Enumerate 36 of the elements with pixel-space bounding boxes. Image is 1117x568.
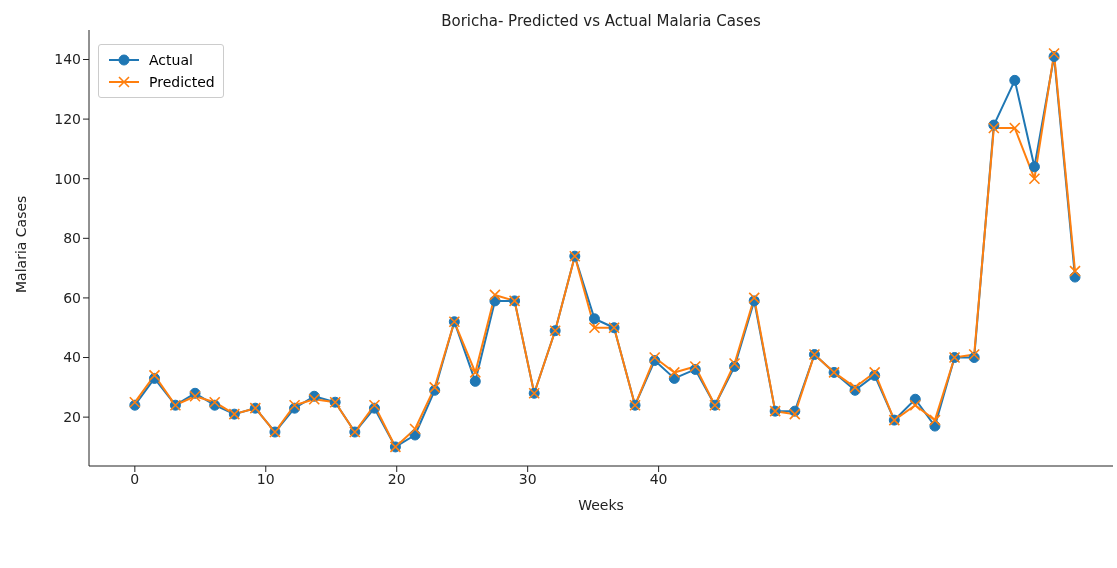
point xyxy=(588,313,600,325)
point xyxy=(909,399,922,411)
y-axis-title: Malaria Cases xyxy=(12,195,29,293)
point xyxy=(1009,74,1021,86)
point xyxy=(1008,122,1021,134)
x-tick-label: 40 xyxy=(649,470,668,487)
y-tick-label: 100 xyxy=(54,170,81,187)
point xyxy=(469,375,481,387)
y-tick-label: 40 xyxy=(63,349,81,366)
x-tick-label: 20 xyxy=(387,470,406,487)
point xyxy=(668,366,681,379)
y-tick-label: 80 xyxy=(63,230,81,247)
point xyxy=(189,390,201,403)
y-tick-label: 60 xyxy=(63,289,81,306)
point xyxy=(1028,161,1040,173)
point xyxy=(409,423,421,435)
legend-label: Predicted xyxy=(149,74,215,90)
point xyxy=(469,366,482,379)
point xyxy=(308,393,321,406)
point xyxy=(1069,265,1081,277)
point xyxy=(489,289,501,301)
y-tick-label: 140 xyxy=(54,51,81,68)
chart-title: Boricha- Predicted vs Actual Malaria Cases xyxy=(440,12,762,30)
x-axis-title: Weeks xyxy=(578,497,624,513)
point xyxy=(588,321,601,334)
point xyxy=(929,414,941,426)
point xyxy=(1048,47,1060,60)
point xyxy=(968,348,980,361)
legend-label: Actual xyxy=(149,52,193,68)
y-tick-label: 120 xyxy=(54,111,81,128)
y-tick-label: 20 xyxy=(63,409,81,426)
point xyxy=(1028,172,1041,185)
x-tick-label: 30 xyxy=(518,470,537,487)
point xyxy=(648,351,661,364)
x-tick-label: 0 xyxy=(130,470,140,487)
x-tick-label: 10 xyxy=(256,470,275,487)
